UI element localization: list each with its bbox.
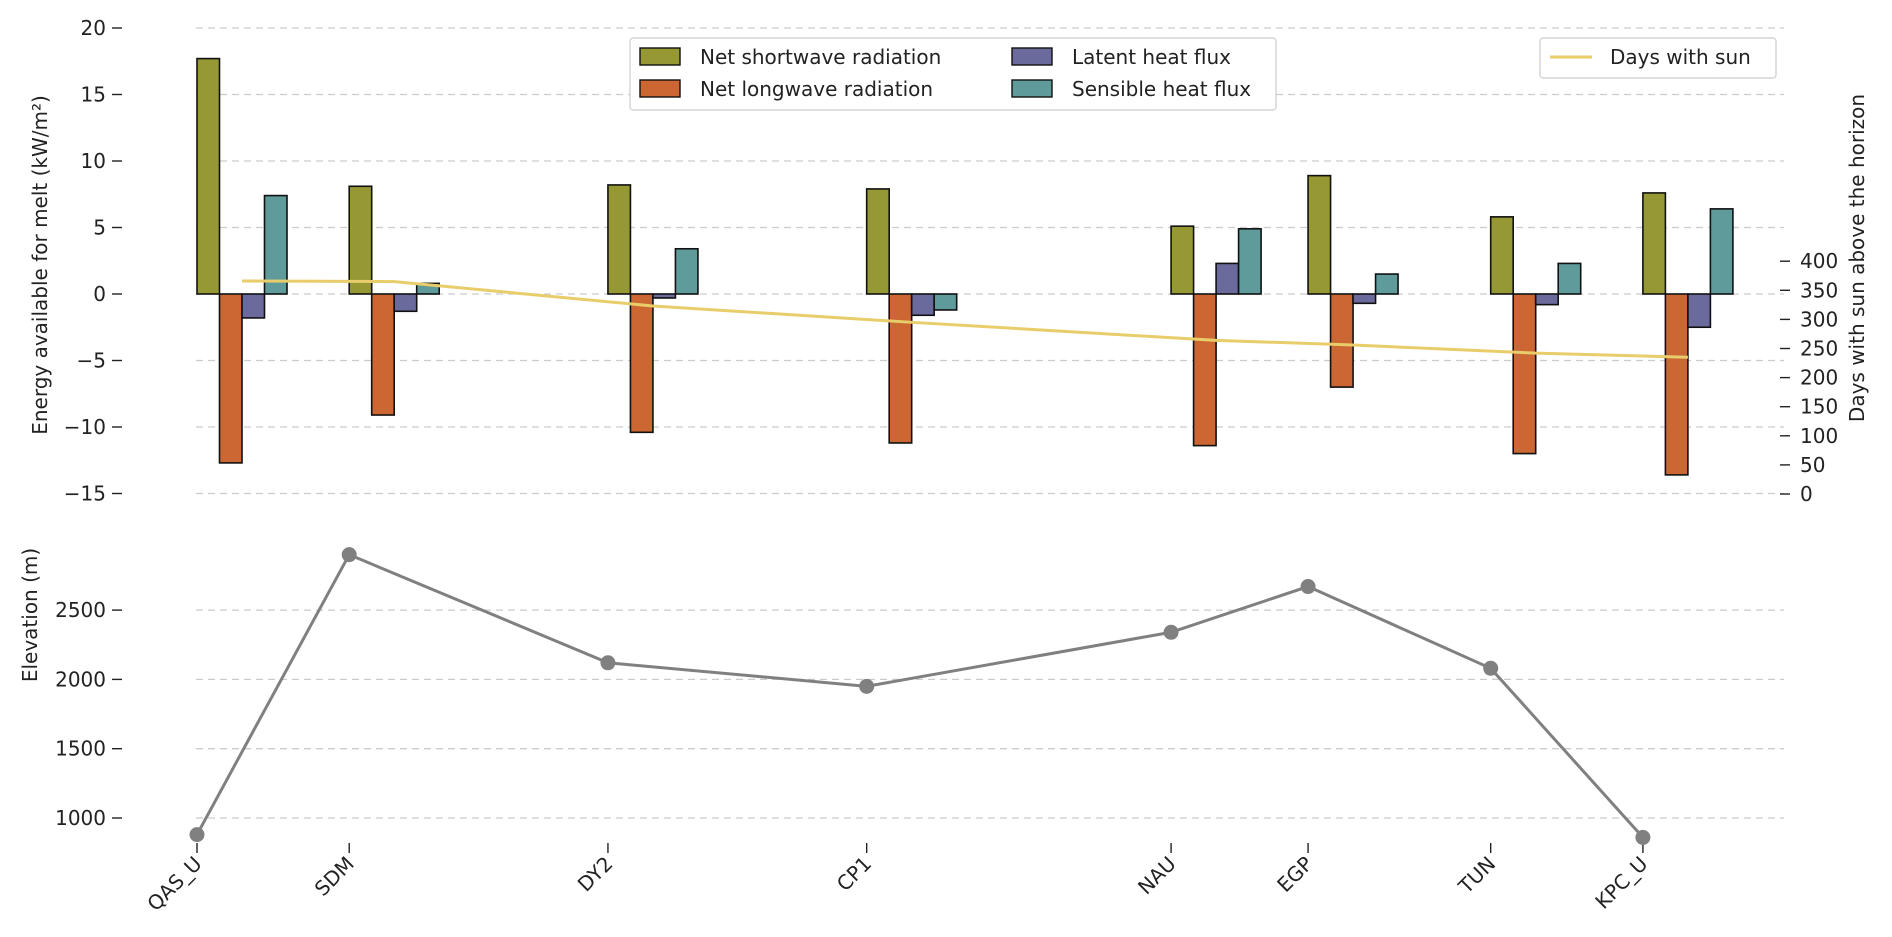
tick-label-energy-5: −5 (77, 349, 106, 373)
bar-latent-heat-flux-sdm (393, 293, 418, 313)
bar-sensible-heat-flux-nau (1237, 228, 1262, 295)
days-axis-label: Days with sun above the horizon (1845, 94, 1869, 422)
energy-bars (196, 57, 1734, 476)
marker-elevation-sdm (341, 547, 357, 563)
bar-net-shortwave-radiation-sdm (348, 185, 373, 295)
tick-label-days-200: 200 (1800, 366, 1838, 390)
tick-label-station-dy2: DY2 (573, 852, 618, 897)
days-axis: 0 50 100 150 200 250 300 350 400 (1780, 249, 1838, 506)
bar-latent-heat-flux-dy2 (652, 293, 677, 299)
legend-label-days-with-sun: Days with sun (1610, 45, 1751, 69)
bar-sensible-heat-flux-cp1 (933, 293, 958, 311)
bar-net-shortwave-radiation-egp (1307, 174, 1332, 295)
tick-label-days-0: 0 (1800, 482, 1813, 506)
marker-elevation-kpc-u (1635, 829, 1651, 845)
tick-label-days-150: 150 (1800, 395, 1838, 419)
top-grid (196, 27, 1784, 495)
legend-swatch-latent-heat (1011, 47, 1053, 66)
legend-swatch-net-shortwave (639, 47, 681, 66)
tick-label-days-100: 100 (1800, 424, 1838, 448)
legend-label-net-shortwave: Net shortwave radiation (700, 45, 941, 69)
bar-net-longwave-radiation-sdm (370, 293, 396, 416)
tick-label-energy-10: 10 (81, 149, 106, 173)
legend-label-net-longwave: Net longwave radiation (700, 77, 933, 101)
tick-label-elevation-2000: 2000 (55, 667, 106, 691)
marker-elevation-tun (1483, 660, 1499, 676)
marker-elevation-egp (1300, 579, 1316, 595)
bar-net-shortwave-radiation-qas-u (196, 57, 221, 295)
marker-elevation-qas-u (189, 827, 205, 843)
bar-net-shortwave-radiation-tun (1489, 216, 1514, 295)
bar-latent-heat-flux-tun (1534, 293, 1559, 306)
tick-label-days-400: 400 (1800, 249, 1838, 273)
bar-net-longwave-radiation-dy2 (629, 293, 654, 434)
line-elevation (195, 552, 1645, 839)
bar-net-shortwave-radiation-dy2 (607, 184, 632, 295)
tick-label-elevation-2500: 2500 (55, 598, 106, 622)
bar-net-longwave-radiation-kpc-u (1664, 293, 1689, 476)
bottom-grid (196, 609, 1784, 819)
bar-sensible-heat-flux-tun (1557, 262, 1582, 295)
tick-label-station-tun: TUN (1453, 852, 1500, 899)
bar-latent-heat-flux-nau (1215, 262, 1240, 295)
marker-elevation-nau (1163, 624, 1179, 640)
bar-sensible-heat-flux-qas-u (263, 194, 288, 295)
legend-label-latent-heat: Latent heat flux (1072, 45, 1231, 69)
tick-label-days-350: 350 (1800, 278, 1838, 302)
days-with-sun-series (241, 279, 1688, 359)
tick-label-energy-5: 5 (93, 216, 106, 240)
legend-label-sensible-heat: Sensible heat flux (1072, 77, 1251, 101)
bar-legend: Net shortwave radiation Net longwave rad… (629, 37, 1277, 111)
tick-label-days-50: 50 (1800, 453, 1825, 477)
tick-label-station-qas-u: QAS_U (142, 852, 206, 916)
tick-label-energy-10: −10 (64, 415, 106, 439)
bar-latent-heat-flux-cp1 (910, 293, 935, 317)
bar-net-longwave-radiation-egp (1329, 293, 1354, 388)
legend-swatch-net-longwave (639, 79, 681, 98)
elevation-axis-label: Elevation (m) (18, 548, 42, 682)
station-axis: QAS_U SDM DY2 CP1 NAU EGP TUN KPC_U (142, 843, 1652, 916)
sun-legend: Days with sun (1539, 37, 1777, 79)
tick-label-energy-15: 15 (81, 83, 106, 107)
marker-elevation-cp1 (859, 678, 875, 694)
tick-label-energy-20: 20 (81, 16, 106, 40)
tick-label-station-cp1: CP1 (832, 852, 876, 896)
energy-axis: −15 −10 −5 0 5 10 15 20 (64, 16, 122, 506)
marker-elevation-dy2 (600, 655, 616, 671)
tick-label-energy-15: −15 (64, 482, 106, 506)
bar-sensible-heat-flux-dy2 (674, 247, 699, 295)
bar-net-shortwave-radiation-nau (1170, 225, 1195, 295)
tick-label-energy-0: 0 (93, 282, 106, 306)
elevation-series (189, 547, 1651, 845)
tick-label-elevation-1500: 1500 (55, 737, 106, 761)
legend-swatch-sensible-heat (1011, 79, 1053, 98)
bar-net-longwave-radiation-nau (1192, 293, 1217, 447)
bar-latent-heat-flux-egp (1352, 293, 1377, 305)
tick-label-station-nau: NAU (1133, 852, 1181, 900)
bar-sensible-heat-flux-kpc-u (1709, 208, 1734, 295)
bar-latent-heat-flux-kpc-u (1687, 293, 1712, 329)
bar-net-longwave-radiation-qas-u (218, 293, 243, 464)
bar-sensible-heat-flux-egp (1374, 273, 1399, 295)
tick-label-station-egp: EGP (1272, 852, 1317, 897)
bar-latent-heat-flux-qas-u (241, 293, 266, 319)
tick-label-elevation-1000: 1000 (55, 806, 106, 830)
line-days-with-sun (241, 279, 1688, 359)
tick-label-days-250: 250 (1800, 337, 1838, 361)
tick-label-days-300: 300 (1800, 307, 1838, 331)
bar-net-longwave-radiation-cp1 (888, 293, 913, 444)
bar-net-shortwave-radiation-cp1 (865, 188, 890, 295)
energy-axis-label: Energy available for melt (kW/m²) (28, 95, 52, 435)
tick-label-station-sdm: SDM (310, 852, 359, 901)
elevation-axis: 1000 1500 2000 2500 (55, 598, 122, 830)
bar-net-longwave-radiation-tun (1512, 293, 1537, 455)
bar-net-shortwave-radiation-kpc-u (1642, 192, 1667, 295)
tick-label-station-kpc-u: KPC_U (1590, 852, 1652, 914)
